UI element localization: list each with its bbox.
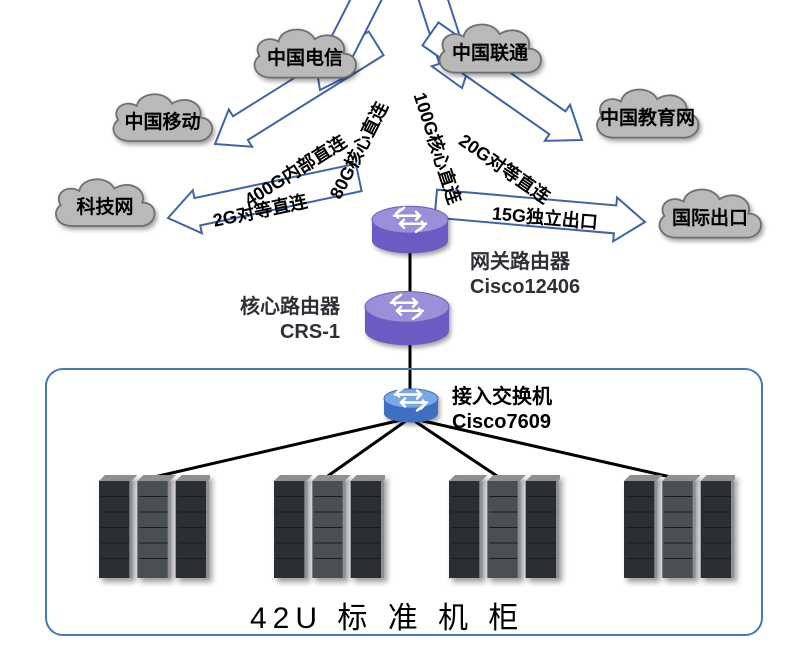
cloud-cer: 中国教育网	[570, 80, 725, 152]
core-router-label: 核心路由器CRS-1	[240, 295, 340, 345]
cloud-intl: 国际出口	[640, 180, 780, 252]
rack-caption: 42U 标 准 机 柜	[250, 593, 524, 637]
rack-icon	[270, 475, 385, 580]
core-router-icon	[363, 290, 451, 356]
cloud-label: 中国教育网	[570, 80, 725, 152]
link-label: 15G独立出口	[491, 199, 599, 234]
cloud-ct: 中国电信	[235, 20, 375, 92]
cloud-label: 科技网	[40, 170, 170, 240]
cloud-label: 中国电信	[235, 20, 375, 92]
cloud-label: 中国移动	[95, 85, 230, 155]
rack-icon	[445, 475, 560, 580]
gateway-router-label: 网关路由器Cisco12406	[470, 250, 580, 300]
gateway-router-icon	[370, 205, 450, 265]
cloud-kjw: 科技网	[40, 170, 170, 240]
link-label: 20G对等直连	[454, 127, 556, 209]
rack-icon	[95, 475, 210, 580]
cloud-cmcc: 中国移动	[95, 85, 230, 155]
cloud-label: 中国联通	[420, 15, 560, 87]
cloud-label: 国际出口	[640, 180, 780, 252]
rack-icon	[620, 475, 735, 580]
cloud-cu: 中国联通	[420, 15, 560, 87]
